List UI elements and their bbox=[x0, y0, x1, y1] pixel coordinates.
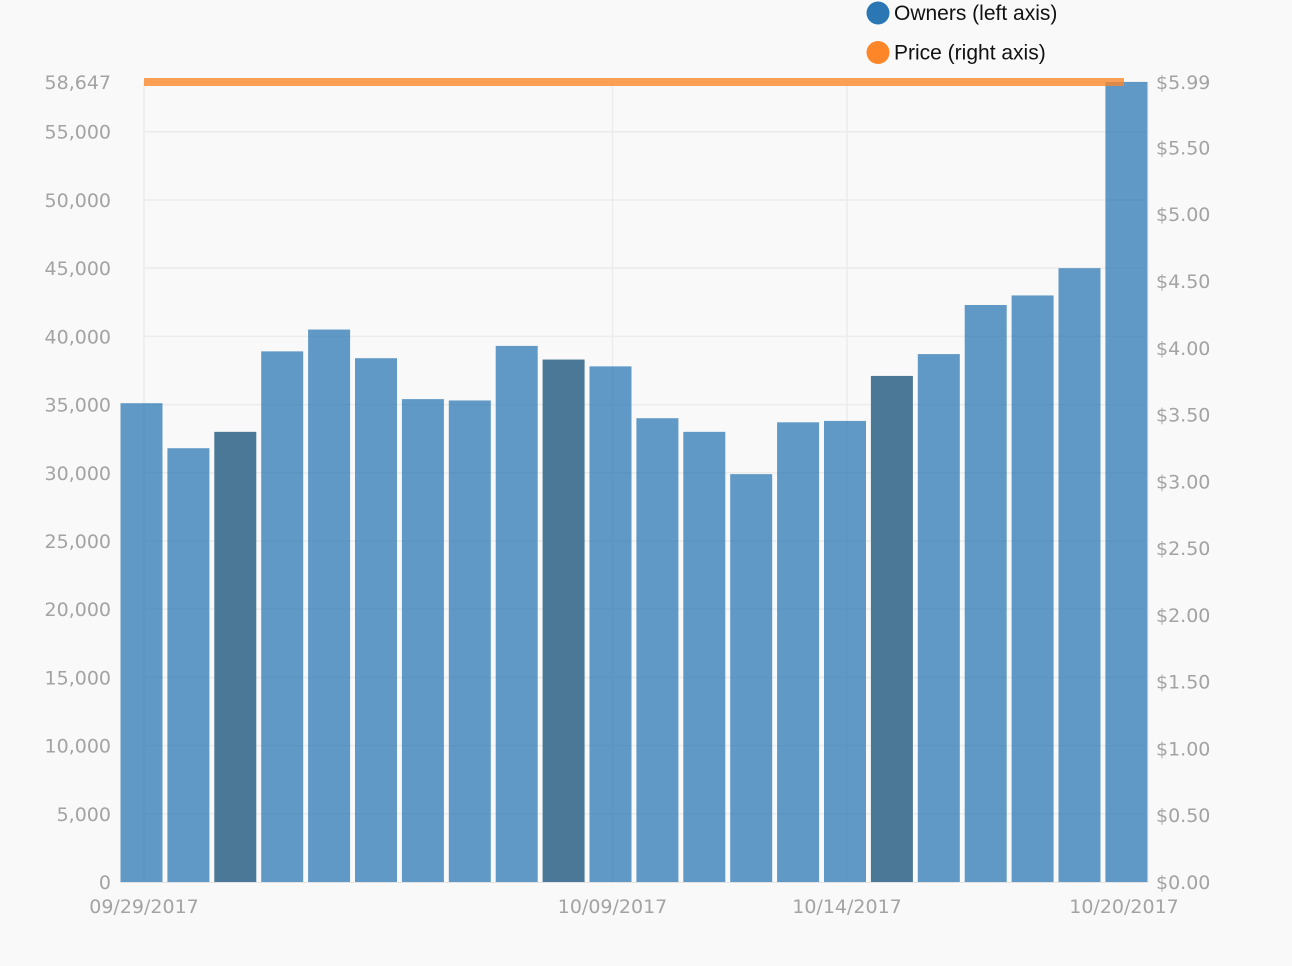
x-tick-label: 09/29/2017 bbox=[89, 896, 199, 918]
legend-swatch-price[interactable] bbox=[866, 41, 890, 64]
bar-09-30-2017[interactable] bbox=[167, 448, 210, 882]
right-tick-label: $4.50 bbox=[1156, 271, 1210, 293]
legend[interactable]: Owners (left axis) Price (right axis) bbox=[866, 1, 1058, 65]
left-tick-label: 50,000 bbox=[45, 190, 111, 212]
bar-10-13-2017[interactable] bbox=[777, 422, 820, 882]
right-tick-label: $5.50 bbox=[1156, 137, 1210, 159]
bar-09-29-2017[interactable] bbox=[120, 403, 163, 882]
right-tick-label: $5.00 bbox=[1156, 204, 1210, 226]
left-tick-label: 58,647 bbox=[45, 72, 111, 94]
bar-10-17-2017[interactable] bbox=[964, 304, 1007, 882]
legend-label-owners[interactable]: Owners (left axis) bbox=[894, 2, 1057, 25]
left-tick-label: 45,000 bbox=[45, 258, 111, 280]
bar-10-20-2017[interactable] bbox=[1105, 82, 1148, 882]
bar-10-07-2017[interactable] bbox=[495, 345, 538, 882]
left-axis: 0 5,000 10,000 15,000 20,000 25,000 30,000 35,0… bbox=[45, 72, 111, 894]
right-tick-label: $0.00 bbox=[1156, 872, 1210, 894]
bar-10-03-2017[interactable] bbox=[308, 329, 351, 882]
left-tick-label: 30,000 bbox=[45, 463, 111, 485]
bar-10-11-2017[interactable] bbox=[683, 431, 726, 882]
legend-label-price[interactable]: Price (right axis) bbox=[894, 42, 1046, 65]
left-tick-label: 15,000 bbox=[45, 667, 111, 689]
left-tick-label: 0 bbox=[99, 872, 111, 894]
right-tick-label: $1.50 bbox=[1156, 672, 1210, 694]
bar-10-10-2017[interactable] bbox=[636, 418, 679, 882]
bar-10-19-2017[interactable] bbox=[1058, 268, 1101, 883]
left-tick-label: 10,000 bbox=[45, 736, 111, 758]
bar-10-06-2017[interactable] bbox=[448, 400, 491, 882]
x-tick-label: 10/09/2017 bbox=[558, 896, 668, 918]
bar-10-01-2017[interactable] bbox=[214, 431, 257, 882]
right-axis: $0.00 $0.50 $1.00 $1.50 $2.00 $2.50 $3.00 $3.50… bbox=[1156, 72, 1210, 894]
left-tick-label: 35,000 bbox=[45, 395, 111, 417]
left-tick-label: 5,000 bbox=[57, 804, 111, 826]
right-tick-label: $0.50 bbox=[1156, 805, 1210, 827]
bar-10-12-2017[interactable] bbox=[730, 474, 773, 882]
bar-10-04-2017[interactable] bbox=[355, 358, 397, 882]
left-tick-label: 40,000 bbox=[45, 326, 111, 348]
bar-10-09-2017[interactable] bbox=[589, 366, 632, 883]
left-tick-label: 55,000 bbox=[45, 122, 111, 144]
right-tick-label: $2.50 bbox=[1156, 538, 1210, 560]
bar-10-16-2017[interactable] bbox=[917, 354, 960, 882]
bar-10-15-2017[interactable] bbox=[870, 375, 913, 882]
x-axis: 09/29/2017 10/09/2017 10/14/2017 10/20/2017 bbox=[89, 896, 1179, 918]
right-tick-label: $1.00 bbox=[1156, 738, 1210, 760]
left-tick-label: 20,000 bbox=[45, 599, 111, 621]
bar-10-08-2017[interactable] bbox=[542, 359, 585, 882]
legend-swatch-owners[interactable] bbox=[866, 1, 890, 25]
right-tick-label: $4.00 bbox=[1156, 338, 1210, 360]
bar-10-02-2017[interactable] bbox=[261, 351, 304, 883]
x-tick-label: 10/14/2017 bbox=[792, 896, 902, 918]
owners-bars bbox=[120, 82, 1148, 883]
bar-10-05-2017[interactable] bbox=[401, 399, 444, 882]
left-tick-label: 25,000 bbox=[45, 531, 111, 553]
right-tick-label: $3.00 bbox=[1156, 471, 1210, 493]
x-tick-label: 10/20/2017 bbox=[1069, 896, 1179, 918]
right-tick-label: $3.50 bbox=[1156, 405, 1210, 427]
bar-10-18-2017[interactable] bbox=[1011, 295, 1054, 883]
bar-10-14-2017[interactable] bbox=[824, 420, 866, 882]
right-tick-label: $2.00 bbox=[1156, 605, 1210, 627]
right-tick-label: $5.99 bbox=[1156, 72, 1210, 94]
